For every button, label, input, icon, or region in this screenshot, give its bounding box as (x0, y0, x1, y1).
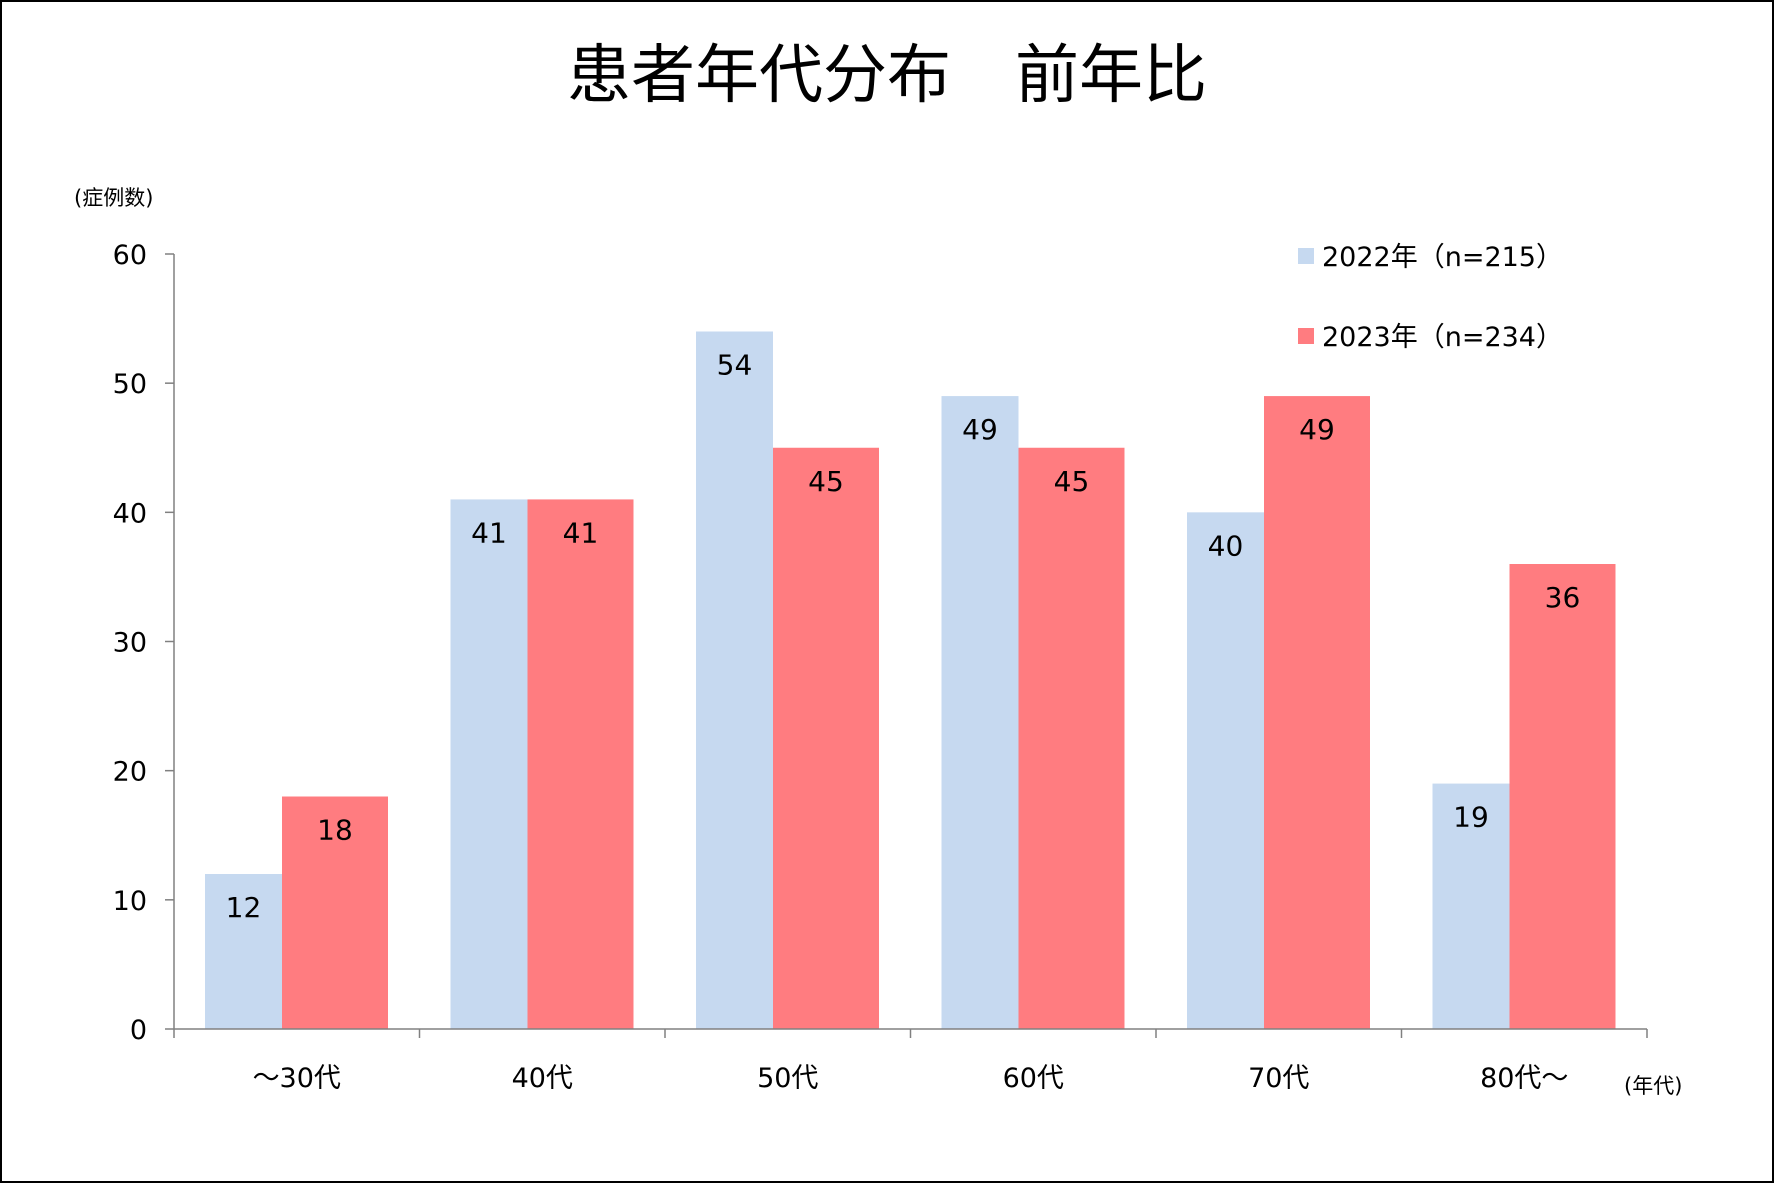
y-tick-label: 50 (113, 369, 147, 400)
bar-2023-5 (1509, 564, 1616, 1029)
data-label: 49 (962, 413, 998, 446)
bar-2023-3 (1018, 447, 1125, 1029)
x-tick-label: 60代 (1003, 1063, 1064, 1094)
legend-label: 2023年（n=234） (1322, 322, 1563, 353)
data-label: 49 (1299, 413, 1335, 446)
legend-swatch-2023 (1298, 328, 1314, 344)
data-label: 41 (563, 516, 599, 549)
bar-2023-4 (1264, 396, 1370, 1029)
bar-2022-2 (696, 331, 773, 1029)
y-tick-label: 40 (113, 498, 147, 529)
legend: 2022年（n=215） 2023年（n=234） (1298, 242, 1563, 353)
bar-2022-1 (450, 499, 528, 1030)
data-label: 19 (1453, 801, 1489, 834)
legend-swatch-2022 (1298, 248, 1314, 264)
data-label: 54 (717, 349, 753, 382)
legend-label: 2022年（n=215） (1322, 242, 1563, 273)
y-tick-label: 20 (113, 757, 147, 788)
data-label: 12 (226, 891, 262, 924)
data-label: 41 (471, 516, 507, 549)
data-label: 36 (1545, 581, 1581, 614)
bar-2022-3 (941, 396, 1019, 1029)
bar-2022-0 (205, 874, 282, 1029)
bar-2023-0 (282, 796, 388, 1029)
bar-2022-4 (1187, 512, 1264, 1029)
x-tick-label: 80代～ (1480, 1063, 1568, 1094)
data-label: 45 (808, 465, 844, 498)
y-tick-label: 30 (113, 628, 147, 659)
x-tick-label: 40代 (512, 1063, 573, 1094)
data-label: 45 (1054, 465, 1090, 498)
data-label: 18 (317, 814, 353, 847)
y-axis-label: (症例数) (74, 186, 153, 210)
y-tick-label: 10 (113, 886, 147, 917)
chart-title: 患者年代分布 前年比 (567, 39, 1207, 113)
x-tick-label: ～30代 (253, 1063, 341, 1094)
bar-2022-5 (1432, 783, 1510, 1029)
data-label: 40 (1208, 529, 1244, 562)
y-tick-label: 0 (130, 1015, 147, 1046)
bar-2023-1 (527, 499, 634, 1030)
x-axis-label: (年代) (1624, 1074, 1682, 1098)
x-tick-label: 50代 (757, 1063, 818, 1094)
y-tick-label: 60 (113, 240, 147, 271)
plot-area: 12 41 54 49 40 19 18 41 45 45 49 36 0 10 20 30 40 50 60 ～30… (113, 240, 1648, 1094)
bar-2023-2 (773, 447, 879, 1029)
x-tick-label: 70代 (1248, 1063, 1309, 1094)
